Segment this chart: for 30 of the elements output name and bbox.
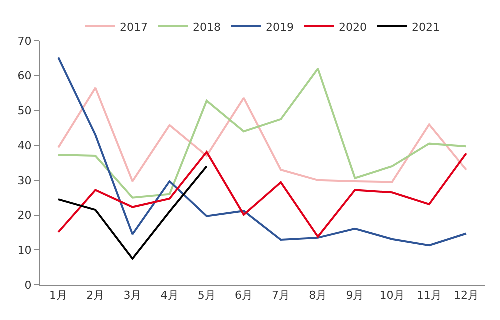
x-tick-label: 9月 (346, 289, 364, 302)
legend-label: 2019 (266, 20, 294, 34)
x-tick-label: 5月 (198, 289, 216, 302)
legend-label: 2021 (412, 20, 440, 34)
line-series (58, 68, 468, 199)
line-series (58, 165, 208, 260)
y-tick-label: 70 (18, 34, 32, 48)
y-tick-label: 30 (18, 174, 32, 188)
line-series (58, 56, 468, 247)
y-tick-label: 10 (18, 244, 32, 257)
line-series (58, 151, 468, 238)
legend-label: 2020 (339, 20, 367, 34)
x-tick-label: 12月 (454, 289, 479, 302)
x-tick-label: 11月 (416, 289, 442, 302)
x-tick-label: 7月 (272, 289, 290, 302)
y-tick-label: 20 (18, 209, 32, 222)
x-tick-label: 2月 (86, 289, 105, 302)
legend-label: 2017 (120, 20, 148, 34)
x-tick-label: 4月 (160, 289, 179, 302)
line-series (58, 87, 468, 184)
x-tick-label: 1月 (50, 289, 68, 302)
y-tick-label: 0 (24, 278, 32, 292)
y-tick-label: 50 (18, 104, 32, 118)
x-tick-label: 6月 (234, 289, 253, 302)
y-tick-label: 60 (18, 70, 32, 83)
x-tick-label: 10月 (380, 289, 405, 302)
x-tick-label: 3月 (124, 289, 142, 302)
y-tick-label: 40 (18, 139, 32, 152)
legend-label: 2018 (193, 20, 221, 34)
x-tick-label: 8月 (309, 289, 328, 302)
